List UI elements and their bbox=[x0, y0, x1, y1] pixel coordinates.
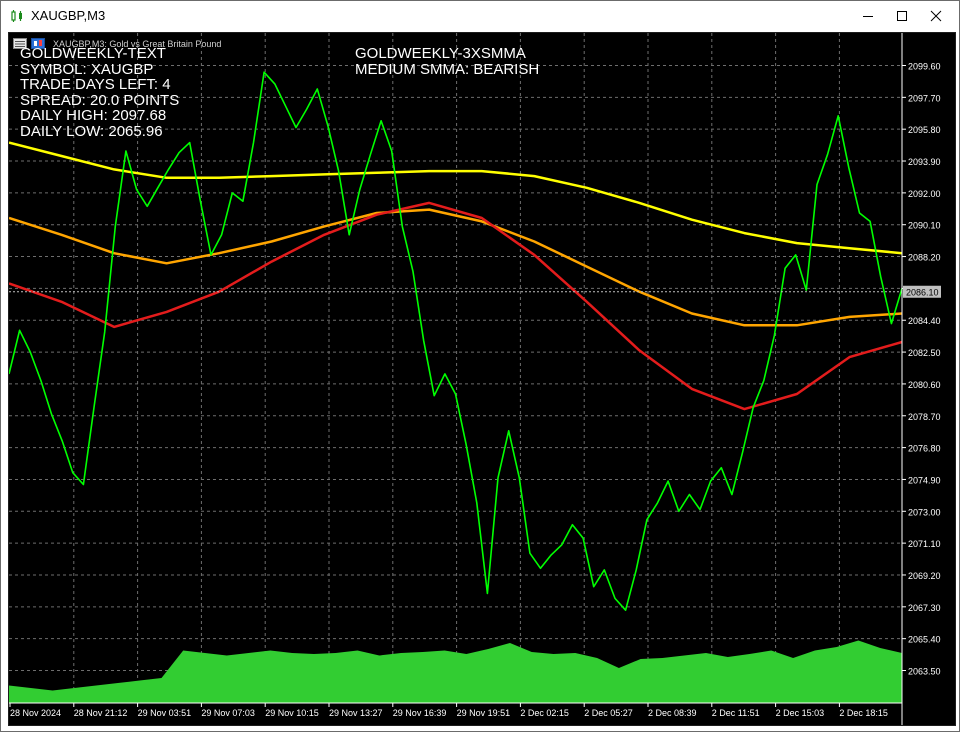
title-bar[interactable]: XAUGBP,M3 bbox=[1, 1, 959, 31]
y-tick-label: 2090.10 bbox=[908, 221, 941, 231]
x-tick-label: 2 Dec 05:27 bbox=[584, 708, 633, 718]
y-tick-label: 2069.20 bbox=[908, 571, 941, 581]
y-tick-label: 2071.10 bbox=[908, 539, 941, 549]
y-tick-label: 2073.00 bbox=[908, 507, 941, 517]
one-click-trading-icon[interactable] bbox=[13, 38, 27, 49]
y-tick-label: 2088.20 bbox=[908, 253, 941, 263]
x-tick-label: 29 Nov 16:39 bbox=[393, 708, 447, 718]
x-tick-label: 2 Dec 02:15 bbox=[520, 708, 569, 718]
y-tick-label: 2076.80 bbox=[908, 444, 941, 454]
smma-panel-status: MEDIUM SMMA: BEARISH bbox=[355, 60, 540, 78]
y-tick-label: 2092.00 bbox=[908, 189, 941, 199]
candlestick-chart-icon bbox=[11, 10, 22, 22]
panel-line-trade-days: TRADE DAYS LEFT: 4 bbox=[20, 76, 171, 93]
x-tick-label: 2 Dec 15:03 bbox=[776, 708, 825, 718]
y-tick-label: 2065.40 bbox=[908, 635, 941, 645]
minimize-button[interactable] bbox=[851, 1, 885, 31]
grid bbox=[9, 33, 902, 703]
chart-canvas[interactable]: 2099.60 2097.70 2095.80 2093.90 2092.00 2090.… bbox=[8, 32, 956, 726]
price-chart[interactable]: 2099.60 2097.70 2095.80 2093.90 2092.00 2090.… bbox=[9, 33, 955, 725]
medium-smma-line bbox=[9, 208, 903, 327]
volume-area bbox=[9, 640, 902, 703]
y-tick-label: 2099.60 bbox=[908, 62, 941, 72]
panel-line-daily-low: DAILY LOW: 2065.96 bbox=[20, 122, 163, 140]
x-tick-label: 28 Nov 21:12 bbox=[74, 708, 128, 718]
slow-smma-line bbox=[9, 141, 903, 255]
y-tick-label: 2093.90 bbox=[908, 157, 941, 167]
y-tick-label: 2078.70 bbox=[908, 412, 941, 422]
chart-properties-icon[interactable] bbox=[31, 38, 45, 49]
x-tick-label: 28 Nov 2024 bbox=[10, 708, 61, 718]
window-title: XAUGBP,M3 bbox=[31, 8, 106, 23]
panel-line-symbol: SYMBOL: XAUGBP bbox=[20, 60, 154, 78]
x-tick-label: 29 Nov 07:03 bbox=[201, 708, 255, 718]
smma-panel-title: GOLDWEEKLY-3XSMMA bbox=[355, 45, 526, 62]
y-tick-label: 2067.30 bbox=[908, 603, 941, 613]
x-tick-label: 2 Dec 08:39 bbox=[648, 708, 697, 718]
goldweekly-text-panel: GOLDWEEKLY-TEXT SYMBOL: XAUGBP TRADE DAY… bbox=[20, 46, 179, 139]
x-tick-label: 29 Nov 19:51 bbox=[457, 708, 511, 718]
symbol-description: XAUGBP,M3: Gold vs Great Britain Pound bbox=[53, 39, 222, 49]
x-tick-label: 2 Dec 11:51 bbox=[712, 708, 760, 718]
price-line-group bbox=[9, 71, 903, 611]
y-tick-label: 2063.50 bbox=[908, 667, 941, 677]
x-tick-label: 29 Nov 10:15 bbox=[265, 708, 319, 718]
close-button[interactable] bbox=[919, 1, 953, 31]
y-tick-label: 2082.50 bbox=[908, 348, 941, 358]
maximize-icon bbox=[897, 11, 907, 21]
y-tick-label: 2084.40 bbox=[908, 316, 941, 326]
y-tick-label: 2095.80 bbox=[908, 125, 941, 135]
x-tick-label: 29 Nov 03:51 bbox=[138, 708, 192, 718]
fast-smma-line bbox=[9, 201, 903, 411]
y-tick-label: 2097.70 bbox=[908, 93, 941, 103]
price-line bbox=[9, 71, 903, 611]
current-price-label: 2086.10 bbox=[906, 288, 939, 298]
current-price-tag bbox=[903, 285, 941, 298]
x-tick-label: 29 Nov 13:27 bbox=[329, 708, 383, 718]
x-tick-label: 2 Dec 18:15 bbox=[839, 708, 888, 718]
price-axis[interactable]: 2099.60 2097.70 2095.80 2093.90 2092.00 2090.… bbox=[9, 62, 941, 677]
time-axis[interactable]: 28 Nov 2024 28 Nov 21:12 29 Nov 03:51 29 No… bbox=[9, 703, 888, 718]
smma-lines bbox=[9, 141, 903, 411]
volume-histogram bbox=[9, 640, 902, 703]
close-icon bbox=[930, 10, 942, 22]
panel-line-indicator-name: GOLDWEEKLY-TEXT bbox=[20, 45, 166, 62]
minimize-icon bbox=[863, 16, 873, 17]
y-tick-label: 2080.60 bbox=[908, 380, 941, 390]
y-tick-label: 2074.90 bbox=[908, 475, 941, 485]
panel-line-daily-high: DAILY HIGH: 2097.68 bbox=[20, 107, 167, 124]
maximize-button[interactable] bbox=[885, 1, 919, 31]
goldweekly-smma-panel: GOLDWEEKLY-3XSMMA MEDIUM SMMA: BEARISH bbox=[355, 46, 539, 77]
panel-line-spread: SPREAD: 20.0 POINTS bbox=[20, 91, 180, 109]
